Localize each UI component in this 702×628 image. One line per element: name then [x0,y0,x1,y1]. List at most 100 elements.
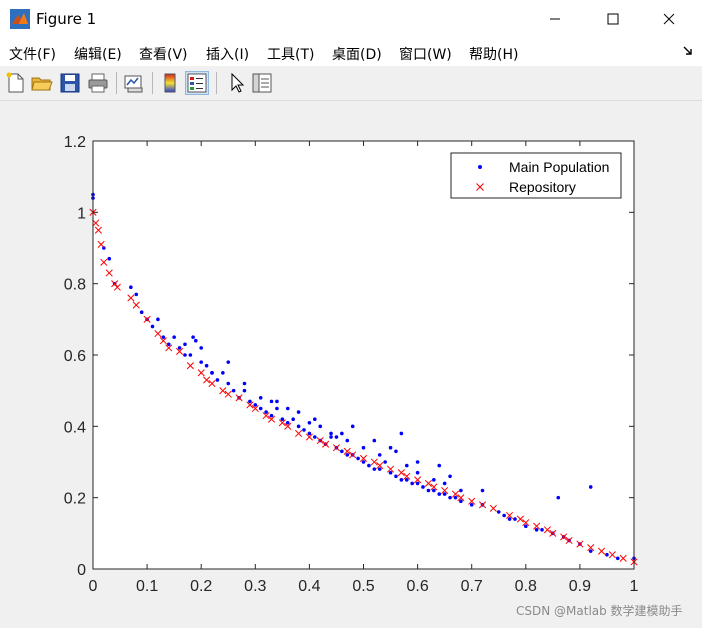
main-population-point [329,435,333,439]
main-population-point [502,513,506,518]
new-figure-button[interactable] [4,71,28,95]
repository-point [516,515,524,523]
repository-point [100,258,108,266]
repository-point [111,280,119,288]
main-population-point [280,417,285,422]
maximize-button[interactable] [590,0,636,38]
main-population-point [191,335,195,339]
main-population-point [372,438,377,443]
repository-point [113,283,121,291]
repository-point [143,315,151,323]
legend-main-marker [478,165,482,169]
menu-edit[interactable]: 编辑(E) [74,47,122,63]
repository-point [208,379,216,388]
main-population-point [313,435,317,439]
repository-point [549,529,557,537]
main-population-point [372,467,377,471]
main-population-point [350,424,355,429]
main-population-point [605,552,609,557]
dock-figure-icon[interactable] [682,44,694,56]
main-population-point [453,495,458,500]
menu-file[interactable]: 文件(F) [9,47,56,63]
figure-toolbar [0,66,702,101]
main-population-point [480,488,485,493]
main-population-point [183,353,187,357]
new-file-icon [6,72,24,93]
toolbar-separator [152,72,153,94]
main-population-point [399,478,404,482]
close-button[interactable] [646,0,692,38]
main-population-point [102,246,106,250]
repository-point [92,219,100,227]
repository-point [376,462,384,470]
repository-point [397,469,405,477]
main-population-point [193,338,198,343]
main-population-point [345,453,350,457]
plot-area [93,141,634,569]
x-tick-label: 0.5 [352,578,374,595]
insert-legend-button[interactable] [185,71,209,95]
menu-desktop[interactable]: 桌面(D) [332,47,382,63]
menu-window[interactable]: 窗口(W) [399,47,452,63]
main-population-point [248,399,252,404]
repository-point [560,533,568,541]
main-population-point [432,478,436,482]
link-plot-button[interactable] [122,71,146,95]
save-figure-button[interactable] [58,71,82,95]
repository-point [219,387,227,395]
axes-box [92,140,635,570]
main-population-point [210,371,214,375]
main-population-point [404,463,409,468]
x-tick-label: 0.2 [190,578,212,595]
main-population-point [221,371,225,375]
main-population-point [204,363,209,368]
main-population-point [231,388,236,393]
main-population-point [161,335,166,339]
main-population-point [432,488,436,493]
main-population-point [421,485,425,489]
insert-colorbar-button[interactable] [158,71,182,95]
main-population-point [540,527,544,532]
open-file-button[interactable] [30,71,54,95]
close-icon [663,13,675,25]
main-population-point [183,342,187,347]
main-population-point [285,420,290,425]
main-population-point [448,474,452,479]
repository-point [322,440,330,448]
repository-point [468,497,476,505]
repository-point [251,404,259,413]
main-population-point [415,470,420,475]
x-tick-label: 0.4 [298,578,320,595]
main-population-point [361,445,366,450]
legend-repo-marker [476,183,484,191]
main-population-point [340,431,344,436]
y-tick-label: 0 [77,562,86,579]
property-inspector-button[interactable] [250,71,274,95]
print-figure-button[interactable] [86,71,110,95]
title-bar[interactable]: Figure 1 [0,0,702,38]
repository-point [349,451,357,459]
y-tick-label: 0.6 [64,348,86,365]
menu-view[interactable]: 查看(V) [139,47,188,63]
property-inspector-icon [252,73,272,93]
menu-insert[interactable]: 插入(I) [206,47,250,63]
main-population-point [329,431,333,436]
main-population-point [226,381,231,386]
minimize-button[interactable] [532,0,578,38]
repository-point [176,347,184,355]
link-plot-icon [124,75,143,93]
main-population-point [459,488,463,493]
menu-help[interactable]: 帮助(H) [469,47,519,63]
main-population-point [556,495,561,500]
repository-point [424,479,432,487]
window-title: Figure 1 [36,10,97,28]
repository-point [576,540,584,548]
x-tick-label: 0.3 [244,578,266,595]
repository-point [543,526,551,534]
main-population-point [415,481,420,486]
repository-point [343,447,351,455]
main-population-point [437,492,442,496]
menu-tools[interactable]: 工具(T) [267,47,315,63]
legend[interactable]: Main Population Repository [450,152,622,199]
edit-plot-button[interactable] [224,71,248,95]
